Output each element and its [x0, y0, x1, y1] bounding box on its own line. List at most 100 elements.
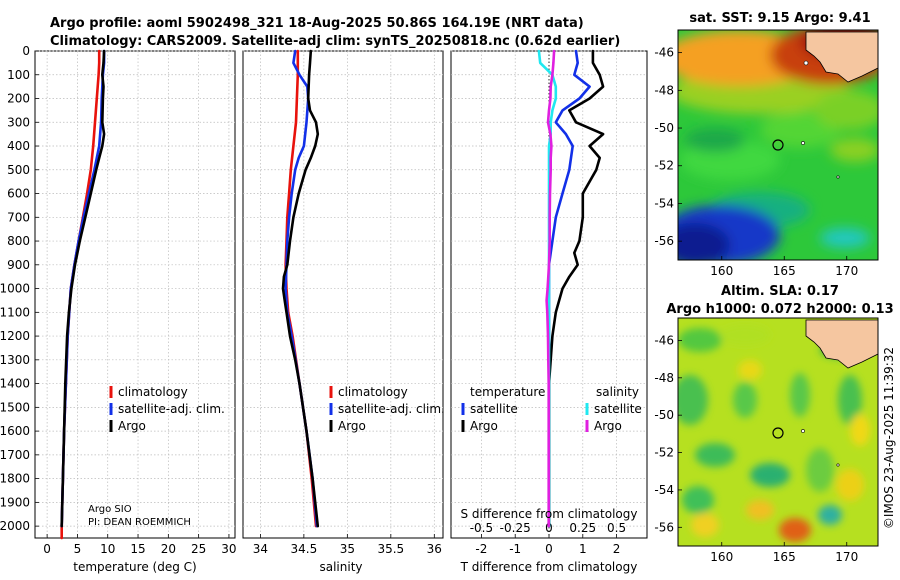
- y-tick-label: 1900: [0, 495, 30, 509]
- header-line-2: Climatology: CARS2009. Satellite-adj cli…: [50, 34, 620, 49]
- y-tick-label: 1100: [0, 305, 30, 319]
- map-y-tick-label: -56: [654, 520, 674, 534]
- series-line-t-argo: [547, 49, 605, 528]
- legend-t-satellite: satellite: [470, 402, 518, 416]
- series-line-argo: [60, 49, 106, 528]
- y-tick-label: 2000: [0, 519, 30, 533]
- x-tick-label: 10: [100, 542, 115, 556]
- map-y-tick-label: -56: [654, 234, 674, 248]
- temperature-xlabel: temperature (deg C): [73, 560, 196, 574]
- salinity-lines: [281, 49, 320, 528]
- x-tick-label: 34: [253, 542, 268, 556]
- legend-argo: Argo: [338, 419, 366, 433]
- difference-panel: -2 -1 0 1 2 -0.5 -0.25 0 0.25 0.5 temperature sal…: [450, 49, 648, 574]
- temperature-ticks: 0100200300400500600700800900100011001200…: [0, 44, 237, 556]
- x-tick-label: 2: [613, 542, 621, 556]
- note-argo-sio: Argo SIO: [88, 504, 132, 515]
- y-tick-label: 200: [7, 92, 30, 106]
- salinity-xlabel: salinity: [319, 560, 362, 574]
- legend-s-satellite: satellite: [594, 402, 642, 416]
- x-tick-label: 35.5: [377, 542, 404, 556]
- temperature-legend: climatology satellite-adj. clim. Argo: [109, 385, 225, 433]
- x-tick-label: 34.5: [291, 542, 318, 556]
- sst-ticks: 160 165 170 -46 -48 -50 -52 -54 -56: [654, 46, 858, 278]
- map-y-tick-label: -52: [654, 446, 674, 460]
- map-x-tick-label: 170: [835, 550, 858, 564]
- sla-title-1: Altim. SLA: 0.17: [721, 284, 839, 299]
- s-tick-label: 0.25: [569, 521, 596, 535]
- difference-top-xlabel: S difference from climatology: [461, 507, 638, 521]
- note-pi: PI: DEAN ROEMMICH: [88, 517, 191, 528]
- sst-axes: [677, 29, 879, 261]
- map-y-tick-label: -50: [654, 408, 674, 422]
- difference-lines: [537, 49, 605, 528]
- legend-salinity-title: salinity: [596, 385, 639, 399]
- legend-satellite: satellite-adj. clim.: [338, 402, 445, 416]
- x-tick-label: 15: [130, 542, 145, 556]
- map-y-tick-label: -52: [654, 159, 674, 173]
- map-x-tick-label: 165: [773, 264, 796, 278]
- legend-s-argo: Argo: [594, 419, 622, 433]
- sst-heatmap: [678, 30, 878, 260]
- y-tick-label: 1300: [0, 353, 30, 367]
- series-line-s-argo: [545, 49, 556, 528]
- legend-temperature-title: temperature: [470, 385, 545, 399]
- map-y-tick-label: -48: [654, 371, 674, 385]
- salinity-legend: climatology satellite-adj. clim. Argo: [329, 385, 445, 433]
- sla-ticks: 160 165 170 -46 -48 -50 -52 -54 -56: [654, 333, 858, 564]
- legend-climatology: climatology: [338, 385, 408, 399]
- y-tick-label: 600: [7, 187, 30, 201]
- x-tick-label: 25: [191, 542, 206, 556]
- map-x-tick-label: 165: [773, 550, 796, 564]
- map-y-tick-label: -54: [654, 196, 674, 210]
- y-tick-label: 1000: [0, 282, 30, 296]
- s-tick-label: -0.25: [500, 521, 531, 535]
- difference-xlabel: T difference from climatology: [460, 560, 638, 574]
- y-tick-label: 1800: [0, 472, 30, 486]
- header-line-1: Argo profile: aoml 5902498_321 18-Aug-20…: [50, 16, 584, 31]
- x-tick-label: 5: [74, 542, 82, 556]
- y-tick-label: 0: [22, 44, 30, 58]
- temperature-panel: 0100200300400500600700800900100011001200…: [0, 44, 237, 574]
- argo-float-marker: [772, 427, 784, 439]
- x-tick-label: 36: [427, 542, 442, 556]
- sla-heatmap: [678, 318, 878, 546]
- y-tick-label: 100: [7, 68, 30, 82]
- map-x-tick-label: 160: [710, 264, 733, 278]
- x-tick-label: 0: [43, 542, 51, 556]
- map-y-tick-label: -46: [654, 333, 674, 347]
- salinity-axes: [242, 50, 444, 539]
- y-tick-label: 1600: [0, 424, 30, 438]
- temperature-grid: [35, 50, 235, 538]
- y-tick-label: 1500: [0, 400, 30, 414]
- series-line-argo: [281, 49, 320, 528]
- x-tick-label: 20: [161, 542, 176, 556]
- s-tick-label: -0.5: [470, 521, 493, 535]
- temperature-lines: [60, 49, 106, 540]
- x-tick-label: -1: [509, 542, 521, 556]
- x-tick-label: 0: [545, 542, 553, 556]
- y-tick-label: 900: [7, 258, 30, 272]
- legend-satellite: satellite-adj. clim.: [118, 402, 225, 416]
- sst-map-panel: sat. SST: 9.15 Argo: 9.41: [654, 11, 879, 278]
- sst-title: sat. SST: 9.15 Argo: 9.41: [689, 11, 870, 26]
- sla-title-2: Argo h1000: 0.072 h2000: 0.13: [666, 302, 893, 317]
- timestamp-stamp: ©IMOS 23-Aug-2025 11:39:32: [882, 347, 896, 529]
- map-y-tick-label: -54: [654, 483, 674, 497]
- s-tick-label: 0: [545, 521, 553, 535]
- salinity-ticks: 34 34.5 35 35.5 36: [253, 534, 442, 556]
- salinity-grid: [243, 50, 443, 538]
- y-tick-label: 700: [7, 210, 30, 224]
- salinity-panel: 34 34.5 35 35.5 36 salinity climatology sate…: [242, 49, 445, 574]
- argo-float-marker: [772, 139, 784, 151]
- sla-map-panel: Altim. SLA: 0.17 Argo h1000: 0.072 h2000…: [654, 284, 893, 564]
- x-tick-label: 30: [221, 542, 236, 556]
- y-tick-label: 400: [7, 139, 30, 153]
- legend-argo: Argo: [118, 419, 146, 433]
- map-x-tick-label: 160: [710, 550, 733, 564]
- x-tick-label: -2: [475, 542, 487, 556]
- y-tick-label: 300: [7, 115, 30, 129]
- x-tick-label: 35: [340, 542, 355, 556]
- y-tick-label: 1200: [0, 329, 30, 343]
